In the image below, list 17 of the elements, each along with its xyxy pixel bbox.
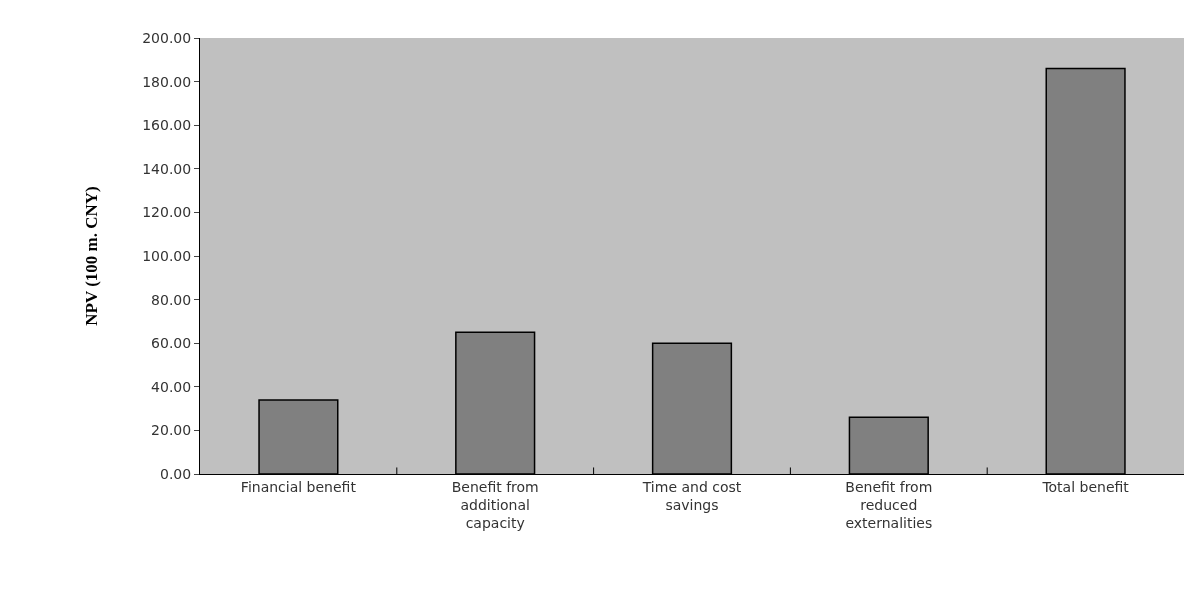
x-tick-label: Time and cost savings bbox=[641, 478, 742, 513]
y-tick-label: 180.00 bbox=[142, 73, 192, 90]
y-tick-label: 20.00 bbox=[151, 422, 192, 439]
x-tick-label: Benefit from additional capacity bbox=[451, 478, 539, 532]
y-axis-title: NPV (100 m. CNY) bbox=[81, 186, 101, 326]
y-tick-label: 40.00 bbox=[151, 378, 192, 395]
y-tick-label: 80.00 bbox=[151, 291, 192, 308]
x-tick-label: Total benefit bbox=[1041, 478, 1130, 495]
x-tick-label: Benefit from reduced externalities bbox=[845, 478, 933, 532]
y-tick-label: 200.00 bbox=[142, 29, 192, 46]
y-tick-label: 60.00 bbox=[151, 335, 192, 352]
y-tick-label: 140.00 bbox=[142, 160, 192, 177]
y-tick-label: 160.00 bbox=[142, 117, 192, 134]
y-tick-label: 120.00 bbox=[142, 204, 192, 221]
x-tick-label: Financial benefit bbox=[240, 478, 357, 495]
y-tick-label: 0.00 bbox=[160, 465, 192, 482]
y-tick-label: 100.00 bbox=[142, 247, 192, 264]
